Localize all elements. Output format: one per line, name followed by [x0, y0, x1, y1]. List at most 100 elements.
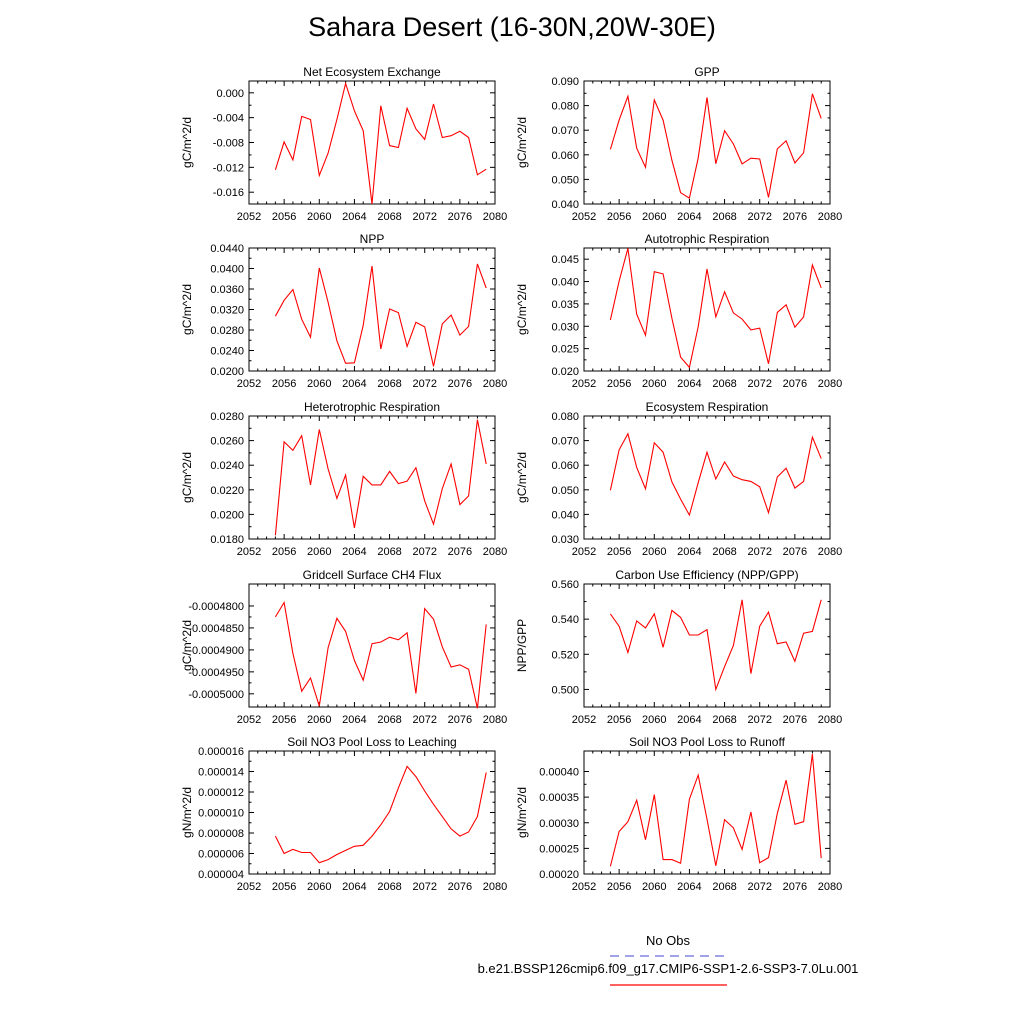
legend-model-label: b.e21.BSSP126cmip6.f09_g17.CMIP6-SSP1-2.… [478, 961, 859, 976]
x-tick-label: 2052 [237, 714, 261, 726]
x-tick-label: 2068 [377, 378, 401, 390]
x-tick-label: 2060 [307, 211, 331, 223]
series-line [609, 93, 822, 199]
chart-panel-2: GPP gC/m^2/d 2052 2056 2060 2064 2068 2072 2076 2… [515, 65, 842, 223]
x-tick-label: 2060 [642, 546, 666, 558]
panel-title: Soil NO3 Pool Loss to Leaching [287, 735, 456, 749]
y-axis-label: gC/m^2/d [180, 452, 194, 503]
y-axis-label: gC/m^2/d [515, 452, 529, 503]
x-tick-label: 2056 [607, 714, 631, 726]
x-tick-label: 2076 [448, 211, 472, 223]
y-tick-label: 0.0280 [210, 325, 244, 337]
chart-panel-7: Gridcell Surface CH4 Flux gC/m^2/d 2052 205… [180, 568, 507, 726]
x-tick-label: 2052 [572, 378, 596, 390]
chart-panel-4: Autotrophic Respiration gC/m^2/d 2052 2056 2… [515, 232, 842, 390]
series-line [274, 600, 487, 709]
x-tick-label: 2064 [677, 546, 701, 558]
x-tick-label: 2072 [412, 546, 436, 558]
chart-panel-5: Heterotrophic Respiration gC/m^2/d 2052 205… [180, 400, 507, 558]
x-tick-label: 2068 [712, 881, 736, 893]
x-tick-label: 2052 [237, 211, 261, 223]
y-tick-label: 0.00030 [539, 818, 579, 830]
y-tick-label: 0.040 [551, 509, 579, 521]
series-line [274, 81, 487, 205]
chart-panel-1: Net Ecosystem Exchange gC/m^2/d 2052 2056 20… [180, 65, 507, 223]
x-tick-label: 2068 [712, 211, 736, 223]
x-tick-label: 2068 [712, 378, 736, 390]
y-tick-label: 0.0200 [210, 509, 244, 521]
x-tick-label: 2072 [747, 546, 771, 558]
page-title: Sahara Desert (16-30N,20W-30E) [308, 12, 716, 42]
y-tick-label: 0.560 [551, 579, 579, 591]
x-tick-label: 2076 [448, 378, 472, 390]
panel-title: Net Ecosystem Exchange [303, 65, 441, 79]
panel-title: Heterotrophic Respiration [304, 400, 440, 414]
x-tick-label: 2064 [342, 714, 366, 726]
y-tick-label: 0.000014 [198, 767, 244, 779]
y-tick-label: 0.030 [551, 321, 579, 333]
y-tick-label: 0.070 [551, 436, 579, 448]
panel-title: Gridcell Surface CH4 Flux [303, 568, 442, 582]
x-tick-label: 2064 [342, 881, 366, 893]
y-tick-label: 0.0220 [210, 485, 244, 497]
x-tick-label: 2060 [642, 881, 666, 893]
x-tick-label: 2072 [747, 378, 771, 390]
y-tick-label: 0.030 [551, 534, 579, 546]
y-axis-label: gN/m^2/d [180, 787, 194, 838]
x-tick-label: 2052 [572, 714, 596, 726]
x-tick-label: 2052 [237, 378, 261, 390]
series-line [609, 754, 822, 867]
y-tick-label: 0.0400 [210, 264, 244, 276]
x-tick-label: 2072 [747, 714, 771, 726]
y-axis-label: gN/m^2/d [515, 787, 529, 838]
x-tick-label: 2080 [818, 881, 842, 893]
x-tick-label: 2064 [677, 378, 701, 390]
series-line [274, 765, 487, 864]
y-tick-label: 0.00025 [539, 843, 579, 855]
y-tick-label: 0.00035 [539, 792, 579, 804]
y-tick-label: 0.020 [551, 366, 579, 378]
x-tick-label: 2072 [412, 378, 436, 390]
y-tick-label: 0.045 [551, 254, 579, 266]
y-tick-label: 0.000008 [198, 828, 244, 840]
y-axis-label: gC/m^2/d [515, 284, 529, 335]
x-tick-label: 2060 [307, 714, 331, 726]
y-tick-label: 0.000016 [198, 746, 244, 758]
x-tick-label: 2076 [783, 546, 807, 558]
y-tick-label: -0.004 [213, 113, 244, 125]
x-tick-label: 2056 [272, 881, 296, 893]
x-tick-label: 2080 [483, 211, 507, 223]
x-tick-label: 2064 [677, 714, 701, 726]
plot-frame [583, 415, 831, 540]
x-tick-label: 2076 [783, 378, 807, 390]
y-axis-label: gC/m^2/d [180, 620, 194, 671]
y-tick-label: 0.000010 [198, 808, 244, 820]
x-tick-label: 2060 [307, 378, 331, 390]
x-tick-label: 2052 [572, 546, 596, 558]
y-tick-label: -0.0004900 [188, 645, 244, 657]
x-tick-label: 2080 [818, 546, 842, 558]
series-line [609, 599, 822, 692]
panel-title: Soil NO3 Pool Loss to Runoff [629, 735, 786, 749]
x-tick-label: 2080 [483, 881, 507, 893]
x-tick-label: 2080 [483, 714, 507, 726]
x-tick-label: 2068 [377, 881, 401, 893]
y-axis-label: gC/m^2/d [515, 117, 529, 168]
x-tick-label: 2064 [677, 211, 701, 223]
x-tick-label: 2052 [572, 211, 596, 223]
y-tick-label: 0.500 [551, 684, 579, 696]
y-tick-label: 0.0440 [210, 243, 244, 255]
plot-frame [248, 750, 496, 875]
y-tick-label: 0.0260 [210, 436, 244, 448]
x-tick-label: 2068 [712, 546, 736, 558]
x-tick-label: 2064 [342, 378, 366, 390]
y-tick-label: 0.040 [551, 199, 579, 211]
x-tick-label: 2076 [783, 714, 807, 726]
x-tick-label: 2060 [642, 211, 666, 223]
plot-frame [248, 415, 496, 540]
chart-panel-3: NPP gC/m^2/d 2052 2056 2060 2064 2068 2072 2076 2… [180, 232, 507, 390]
x-tick-label: 2052 [572, 881, 596, 893]
series-line [274, 263, 487, 367]
chart-panel-8: Carbon Use Efficiency (NPP/GPP) NPP/GPP 20… [515, 568, 842, 726]
